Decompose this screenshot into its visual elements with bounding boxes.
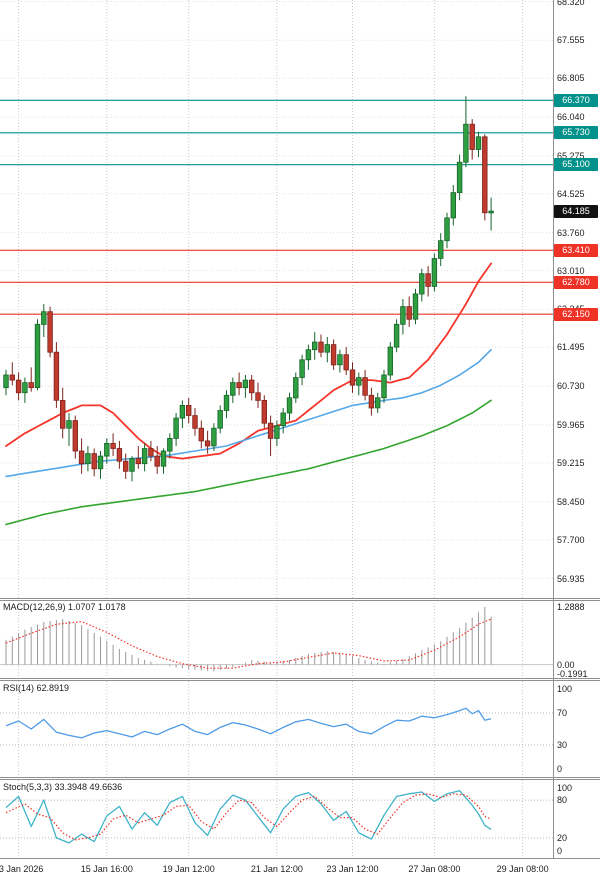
candles [3, 96, 494, 482]
panel-borders [0, 0, 600, 859]
ma-slow-green [5, 399, 492, 526]
rsi-indicator [0, 707, 553, 746]
macd-indicator [0, 606, 553, 672]
horizontal-gridlines [0, 1, 553, 579]
stoch-indicator [0, 790, 553, 844]
ma-fast-red [5, 262, 493, 460]
